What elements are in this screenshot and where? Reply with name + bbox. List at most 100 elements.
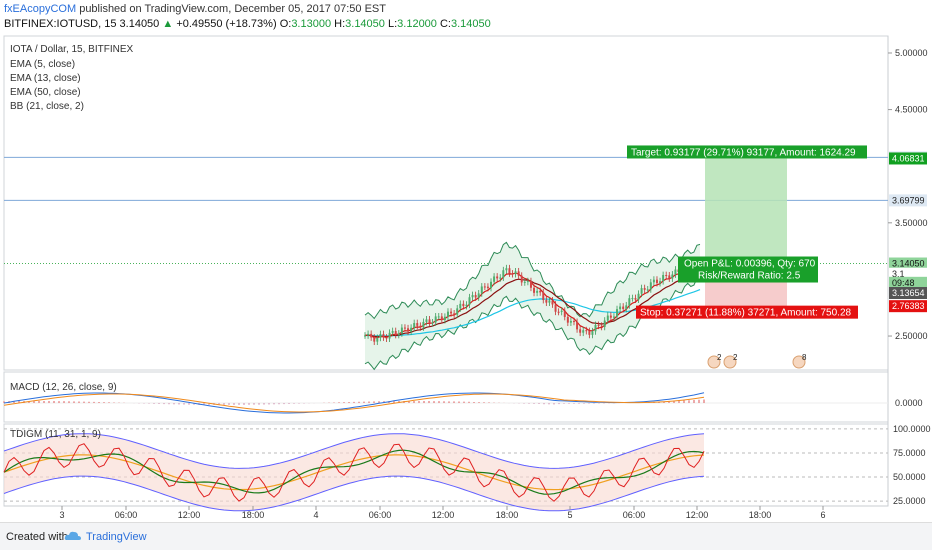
ema13-legend[interactable]: EMA (13, close) [10, 73, 81, 84]
risk-reward-label: Risk/Reward Ratio: 2.5 [698, 271, 801, 282]
candle-body [508, 268, 511, 274]
time-tick-label: 12:00 [432, 510, 455, 520]
candle-body [425, 319, 428, 322]
candle-body [400, 327, 403, 334]
price-label-bg [889, 194, 927, 207]
open-pnl-label: Open P&L: 0.00396, Qty: 670 [684, 259, 816, 270]
candle-body [671, 274, 674, 279]
candle-body [419, 325, 422, 328]
candle-body [634, 298, 637, 300]
close-value: 3.14050 [450, 18, 491, 30]
author-link[interactable]: fxEAcopyCOM [4, 3, 77, 15]
event-flag-icon [723, 355, 737, 369]
price-tick-label: 4.50000 [895, 105, 928, 115]
event-flag-icon [707, 355, 721, 369]
candle-body [450, 311, 453, 314]
time-tick-label: 3 [59, 510, 64, 520]
candle-body [474, 295, 477, 298]
time-tick-label: 18:00 [496, 510, 519, 520]
price-axis-label: 3.14050 [892, 259, 925, 269]
candle-body [496, 276, 499, 279]
candle-body [373, 337, 376, 342]
time-tick-label: 18:00 [749, 510, 772, 520]
candle-body [514, 271, 517, 275]
candle-body [376, 337, 379, 342]
candle-body [554, 304, 557, 312]
price-axis-label: 2.76383 [892, 301, 925, 311]
macd-pane[interactable] [3, 371, 889, 423]
candle-body [585, 330, 588, 332]
chart-canvas[interactable]: Target: 0.93177 (29.71%) 93177, Amount: … [0, 0, 932, 522]
time-tick-label: 18:00 [242, 510, 265, 520]
bollinger-band-fill [365, 242, 700, 370]
candle-body [471, 295, 474, 298]
ema5-legend[interactable]: EMA (5, close) [10, 59, 75, 70]
macd-legend[interactable]: MACD (12, 26, close, 9) [10, 382, 117, 393]
candle-body [468, 297, 471, 305]
tradingview-cloud-icon [64, 531, 81, 540]
price-axis-label: 09:48 [892, 278, 915, 288]
macd-signal-line [3, 393, 705, 413]
time-tick-label: 06:00 [623, 510, 646, 520]
tdigm-mid-line [3, 454, 705, 491]
candle-body [548, 300, 551, 303]
candle-body [563, 310, 566, 317]
price-axis-label: 3.69799 [892, 195, 925, 205]
candle-body [631, 298, 634, 300]
candle-body [652, 279, 655, 283]
candle-body [517, 271, 520, 276]
high-label: H: [334, 18, 346, 30]
candle-body [597, 324, 600, 326]
target-label-bg [627, 145, 867, 159]
candle-body [459, 303, 462, 309]
time-tick-label: 12:00 [178, 510, 201, 520]
stop-label-bg [636, 305, 858, 319]
tdigm-legend[interactable]: TDIGM (11, 31, 1, 9) [10, 429, 101, 440]
event-count: 8 [802, 353, 807, 362]
candle-body [397, 333, 400, 335]
candle-body [431, 322, 434, 324]
tradingview-link[interactable]: TradingView [86, 531, 147, 543]
candle-body [483, 286, 486, 288]
candle-body [616, 309, 619, 317]
time-tick-label: 5 [567, 510, 572, 520]
time-tick-label: 06:00 [115, 510, 138, 520]
candle-body [440, 316, 443, 321]
ema50-legend[interactable]: EMA (50, close) [10, 87, 81, 98]
candle-body [668, 275, 671, 279]
candle-body [403, 327, 406, 329]
candle-body [364, 335, 366, 337]
candle-body [490, 281, 493, 288]
open-label: O: [279, 18, 292, 30]
tdigm-price-line [3, 443, 705, 502]
candle-body [486, 286, 489, 288]
price-axis-label: 3.1 [892, 269, 905, 279]
price-label-bg [889, 152, 927, 165]
candle-body [456, 308, 459, 315]
candle-body [603, 320, 606, 327]
tdigm-band-fill [4, 433, 704, 511]
candle-body [637, 293, 640, 300]
candle-body [591, 331, 594, 335]
position-layer: Target: 0.93177 (29.71%) 93177, Amount: … [627, 145, 867, 369]
target-label: Target: 0.93177 (29.71%) 93177, Amount: … [631, 147, 856, 158]
price-label-bg [889, 267, 927, 280]
candle-body [628, 298, 631, 306]
candle-body [536, 290, 539, 293]
candle-body [569, 321, 572, 323]
footer-bar: Created with TradingView [0, 522, 932, 550]
price-label-bg [889, 287, 927, 300]
candle-body [499, 277, 502, 279]
time-tick-label: 06:00 [369, 510, 392, 520]
candle-body [640, 288, 643, 294]
tdigm-tick-label: 100.0000 [893, 424, 931, 434]
candle-body [520, 275, 523, 283]
candle-body [422, 321, 425, 328]
candle-body [619, 306, 622, 310]
bb-legend[interactable]: BB (21, close, 2) [10, 101, 84, 112]
price-label-bg [889, 276, 927, 289]
high-value: 3.14050 [345, 18, 385, 30]
candle-body [659, 281, 662, 284]
candle-body [594, 324, 597, 332]
candle-body [539, 290, 542, 293]
